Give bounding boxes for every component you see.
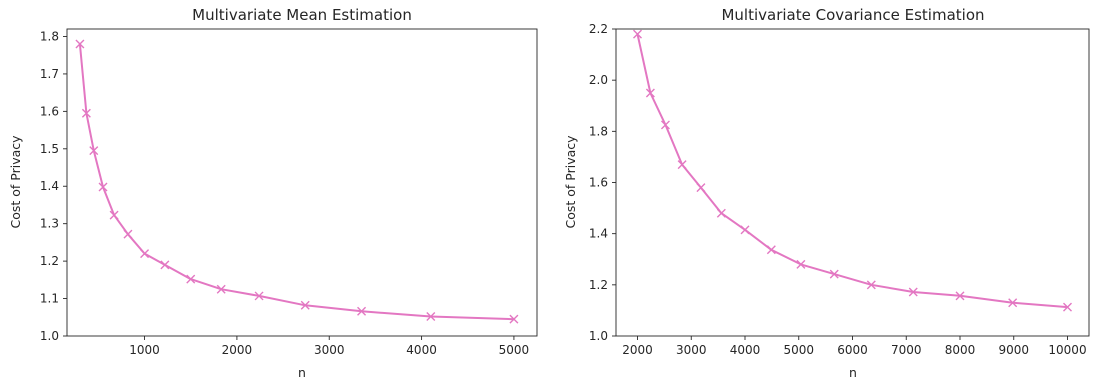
data-point-marker [109, 210, 119, 220]
data-point-marker [766, 245, 776, 255]
data-point-marker [186, 274, 196, 284]
x-tick-label: 10000 [1048, 343, 1086, 357]
data-point-marker [160, 260, 170, 270]
y-tick-label: 1.8 [589, 124, 608, 138]
y-tick-label: 1.2 [40, 254, 59, 268]
y-tick-label: 1.6 [589, 176, 608, 190]
mean-estimation-chart: Multivariate Mean Estimation n Cost of P… [8, 6, 538, 380]
data-point-marker [75, 39, 85, 49]
y-axis-label: Cost of Privacy [8, 135, 23, 229]
data-point-marker [254, 291, 264, 301]
data-point-marker [955, 291, 965, 301]
x-tick-label: 9000 [998, 343, 1029, 357]
data-point-marker [796, 259, 806, 269]
data-point-marker [740, 225, 750, 235]
plot-frame [66, 28, 538, 337]
y-tick-label: 1.2 [589, 278, 608, 292]
x-tick-label: 5000 [499, 343, 530, 357]
data-point-marker [140, 249, 150, 259]
data-point-marker [908, 287, 918, 297]
x-tick-label: 3000 [676, 343, 707, 357]
data-point-marker [633, 29, 642, 39]
y-tick-label: 1.6 [40, 104, 59, 118]
y-tick-label: 1.4 [40, 179, 59, 193]
data-point-marker [509, 314, 519, 324]
y-tick-label: 2.2 [589, 22, 608, 36]
x-tick-label: 3000 [314, 343, 345, 357]
data-point-marker [300, 300, 310, 310]
x-axis-label: n [298, 365, 306, 379]
y-tick-label: 1.4 [589, 227, 608, 241]
x-tick-label: 4000 [730, 343, 761, 357]
x-tick-label: 2000 [222, 343, 253, 357]
data-point-marker [716, 208, 726, 218]
chart-title: Multivariate Mean Estimation [192, 6, 412, 24]
y-tick-label: 1.8 [40, 29, 59, 43]
data-point-marker [123, 229, 133, 239]
data-point-marker [1008, 298, 1018, 308]
data-point-marker [866, 280, 876, 290]
series-line [78, 43, 514, 321]
y-tick-label: 1.1 [40, 292, 59, 306]
y-tick-label: 2.0 [589, 73, 608, 87]
data-point-marker [1063, 302, 1072, 312]
y-axis-label: Cost of Privacy [563, 135, 578, 229]
data-point-marker [426, 312, 436, 322]
data-point-marker [677, 160, 687, 170]
x-tick-label: 2000 [622, 343, 653, 357]
x-axis-label: n [849, 365, 857, 379]
x-tick-label: 4000 [406, 343, 437, 357]
data-point-marker [357, 306, 367, 316]
plot-frame [615, 28, 1090, 337]
y-tick-label: 1.3 [40, 217, 59, 231]
x-tick-label: 5000 [783, 343, 814, 357]
data-point-marker [645, 88, 655, 98]
data-point-marker [216, 284, 226, 294]
x-tick-label: 8000 [945, 343, 976, 357]
y-tick-label: 1.7 [40, 67, 59, 81]
y-tick-label: 1.5 [40, 142, 59, 156]
data-point-marker [696, 183, 706, 193]
chart-title: Multivariate Covariance Estimation [721, 6, 984, 24]
x-tick-label: 6000 [837, 343, 868, 357]
y-tick-label: 1.0 [589, 329, 608, 343]
series-line [636, 33, 1068, 309]
x-tick-label: 1000 [129, 343, 160, 357]
data-point-marker [660, 120, 670, 130]
x-tick-label: 7000 [891, 343, 922, 357]
data-point-marker [98, 182, 108, 192]
covariance-estimation-chart: Multivariate Covariance Estimation n Cos… [563, 6, 1090, 380]
y-tick-label: 1.0 [40, 329, 59, 343]
data-point-marker [81, 108, 91, 118]
data-point-marker [89, 146, 99, 156]
data-point-marker [829, 269, 839, 279]
